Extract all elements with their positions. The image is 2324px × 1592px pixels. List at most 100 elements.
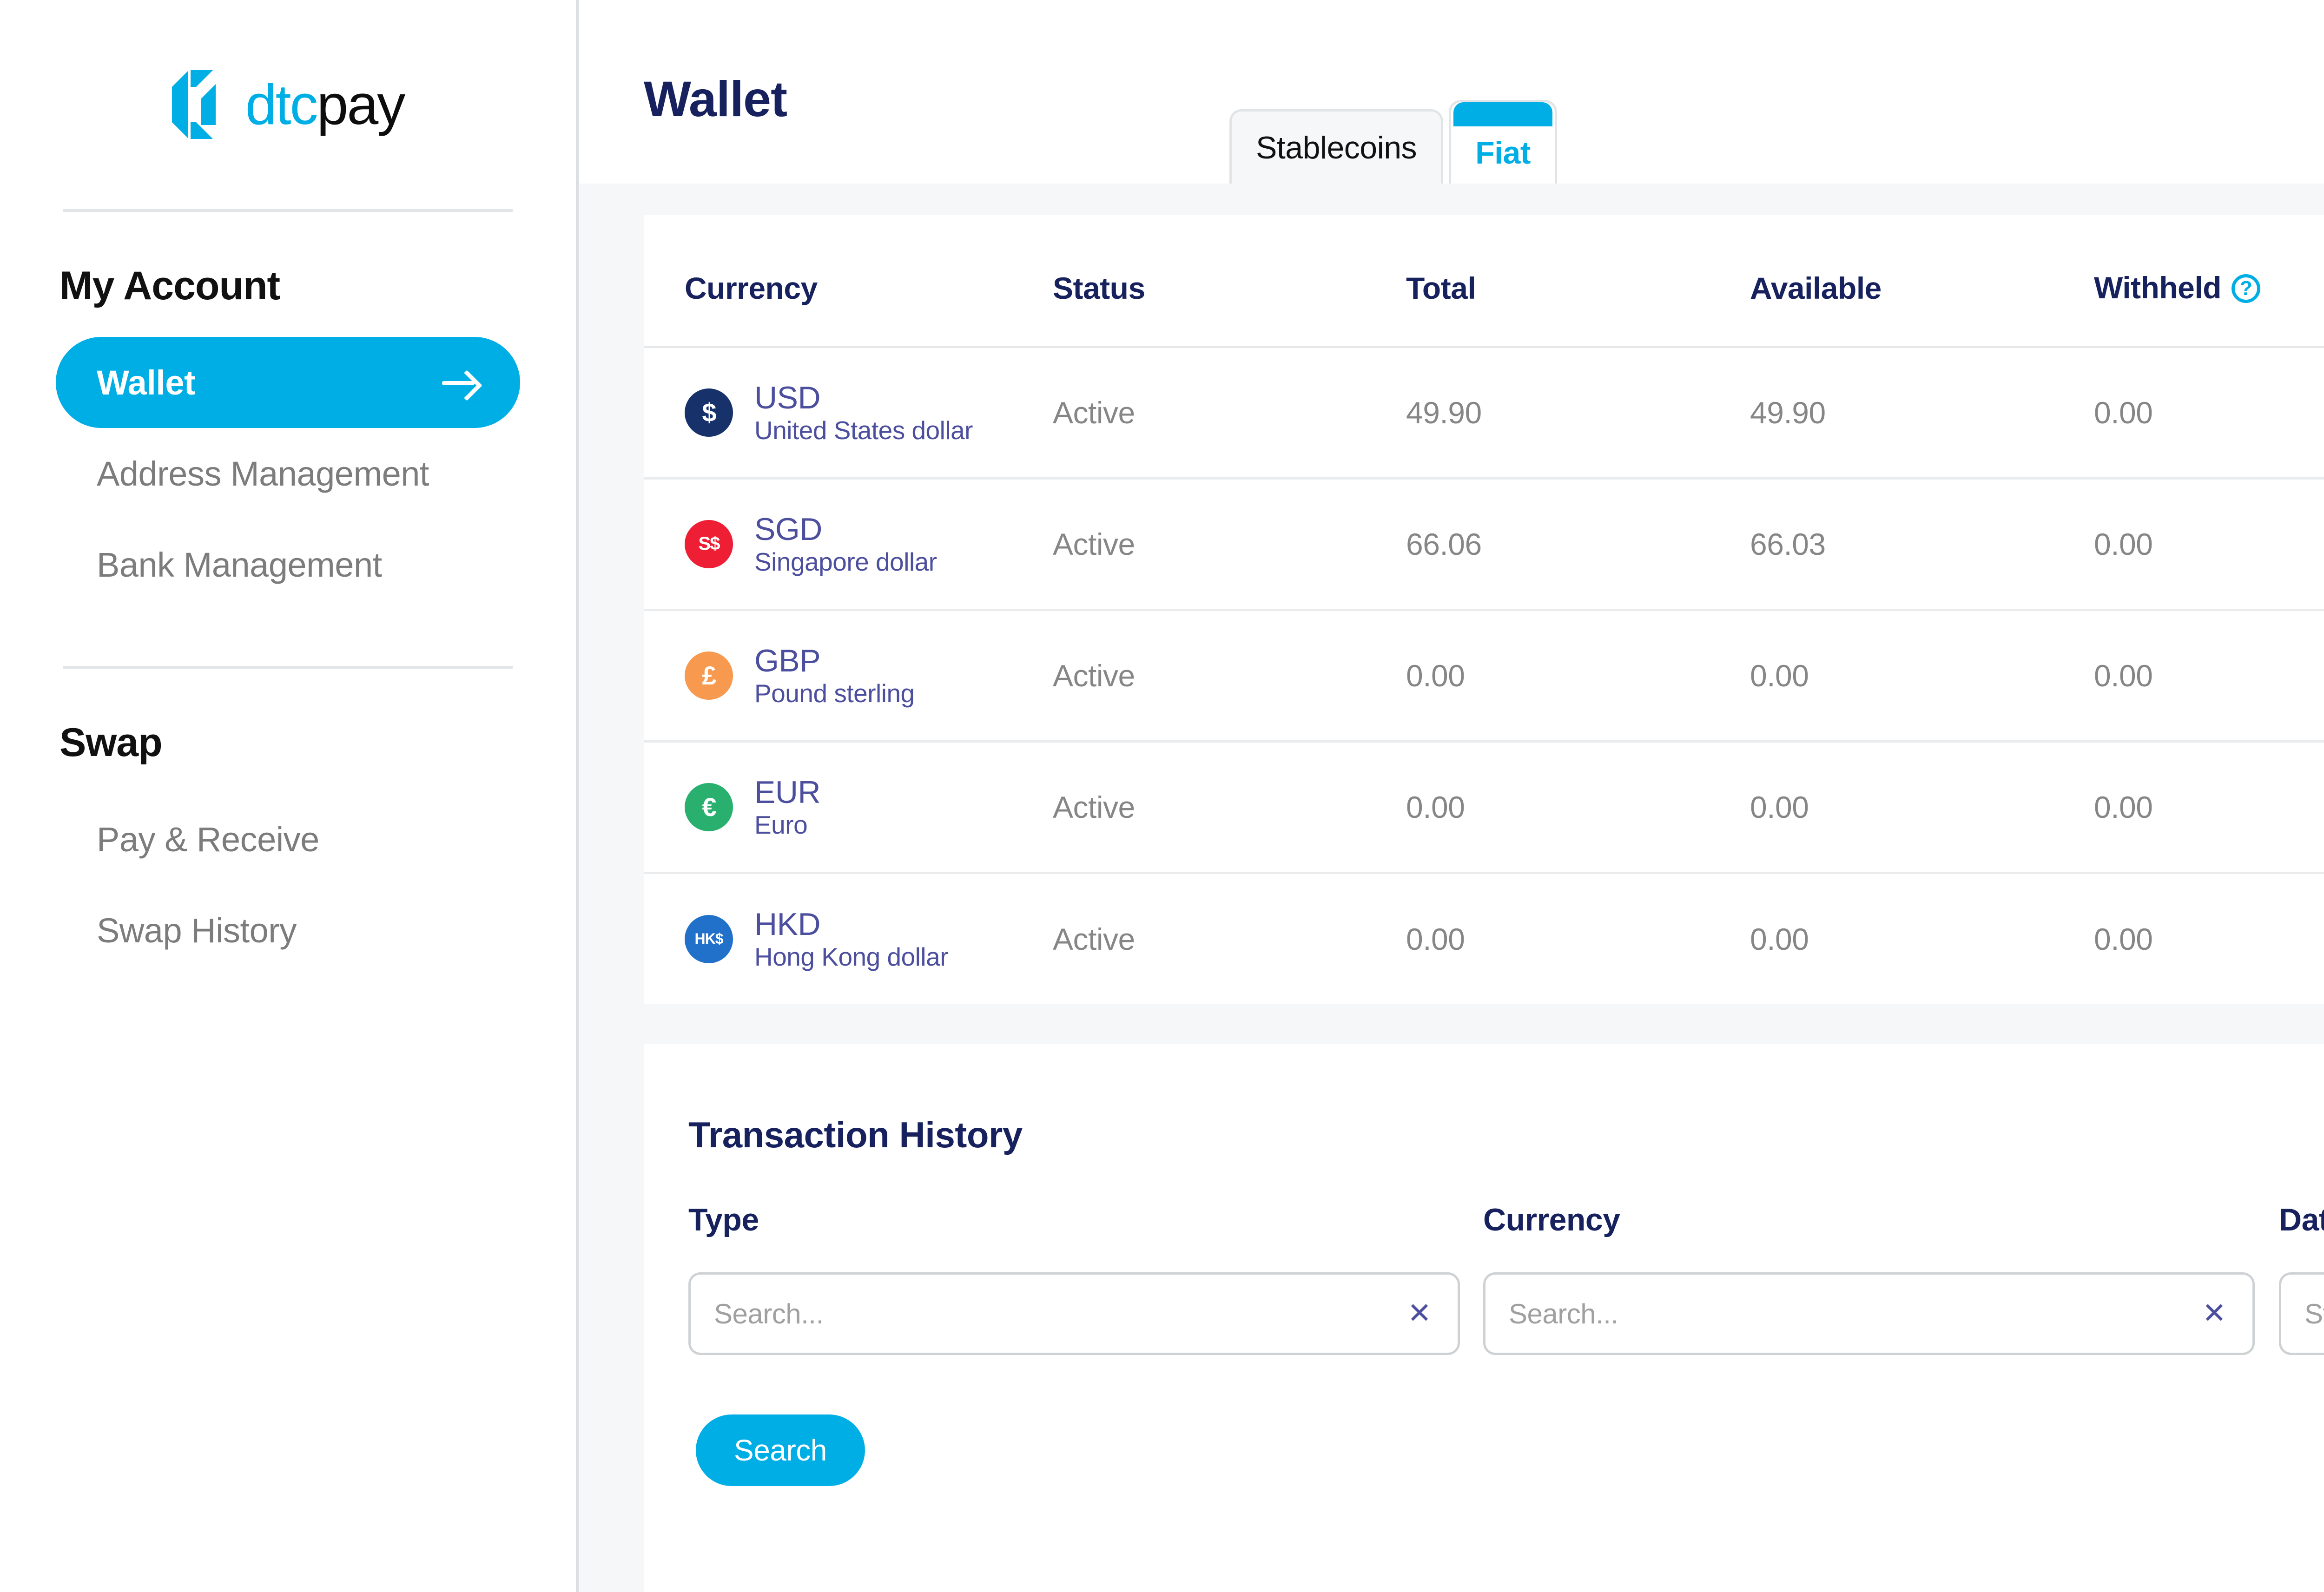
table-row: € EUR Euro Active 0.00 0.00 — [644, 741, 2324, 874]
cell-total: 49.90 — [1406, 347, 1750, 480]
currency-code: EUR — [754, 774, 821, 810]
type-search-input[interactable]: Search... ✕ — [688, 1272, 1460, 1355]
question-circle-icon[interactable]: ? — [2232, 274, 2261, 303]
column-header-withheld: Withheld? — [2094, 215, 2324, 348]
arrow-right-icon — [442, 370, 479, 395]
cell-withheld: 0.00 — [2094, 741, 2324, 874]
logo-text-primary: dtc — [245, 73, 318, 136]
currency-search-input[interactable]: Search... ✕ — [1483, 1272, 2255, 1355]
sidebar-item-label: Swap History — [97, 911, 297, 950]
sidebar-divider-middle — [63, 666, 513, 669]
clear-icon[interactable]: ✕ — [1407, 1297, 1432, 1330]
cell-available: 49.90 — [1750, 347, 2094, 480]
filter-currency-label: Currency — [1483, 1202, 1620, 1238]
currency-symbol: € — [702, 792, 716, 822]
cell-currency: £ GBP Pound sterling — [644, 610, 1053, 743]
transaction-history-title: Transaction History — [688, 1114, 1023, 1156]
wallet-table: Currency Status Total Available Withheld… — [644, 215, 2324, 1005]
filter-date-label: Date — [2279, 1202, 2324, 1238]
tab-stablecoins[interactable]: Stablecoins — [1229, 109, 1444, 184]
column-header-available: Available — [1750, 215, 2094, 348]
filter-type-label: Type — [688, 1202, 759, 1238]
cell-status: Active — [1053, 478, 1406, 611]
logo-text-secondary: pay — [317, 73, 406, 136]
sidebar-item-bank-management[interactable]: Bank Management — [56, 519, 520, 610]
start-date-input[interactable]: Start date — [2279, 1272, 2324, 1355]
filter-date: Date Start date End date ✕ — [2279, 1202, 2324, 1355]
cell-total: 0.00 — [1406, 610, 1750, 743]
currency-badge-usd: $ — [685, 388, 733, 437]
sidebar-nav-swap: Pay & Receive Swap History — [0, 766, 576, 976]
cell-total: 66.06 — [1406, 478, 1750, 611]
cell-status: Active — [1053, 741, 1406, 874]
currency-badge-hkd: HK$ — [685, 914, 733, 963]
currency-name: Euro — [754, 810, 808, 840]
dtcpay-hexagon-icon — [172, 69, 230, 140]
cell-withheld: 0.00 — [2094, 478, 2324, 611]
currency-code: USD — [754, 380, 821, 415]
currency-symbol: $ — [702, 398, 716, 428]
cell-available: 0.00 — [1750, 741, 2094, 874]
cell-status: Active — [1053, 610, 1406, 743]
currency-badge-eur: € — [685, 783, 733, 831]
sidebar-section-my-account: My Account — [59, 263, 280, 308]
wallet-table-head: Currency Status Total Available Withheld… — [644, 215, 2324, 348]
transaction-filters: Type Search... ✕ Currency Search... ✕ — [644, 1156, 2324, 1355]
cell-withheld: 0.00 — [2094, 347, 2324, 480]
currency-badge-gbp: £ — [685, 651, 733, 700]
currency-code: GBP — [754, 643, 821, 678]
cell-withheld: 0.00 — [2094, 873, 2324, 1005]
currency-badge-sgd: S$ — [685, 520, 733, 568]
brand-logo[interactable]: dtcpay — [0, 0, 576, 209]
content-area: Currency Status Total Available Withheld… — [579, 184, 2324, 1592]
type-search-placeholder: Search... — [714, 1298, 824, 1329]
cell-available: 0.00 — [1750, 610, 2094, 743]
transaction-history-card: Transaction History Type Search... ✕ Cur… — [644, 1044, 2324, 1592]
sidebar: dtcpay My Account Wallet Address Managem… — [0, 0, 579, 1592]
main-area: Wallet — [579, 0, 2324, 1592]
sidebar-item-label: Bank Management — [97, 545, 382, 584]
currency-symbol: S$ — [698, 533, 720, 554]
card-gap — [579, 1004, 2324, 1045]
column-header-total: Total — [1406, 215, 1750, 348]
column-header-status: Status — [1053, 215, 1406, 348]
date-range-row: Start date End date ✕ — [2279, 1272, 2324, 1355]
sidebar-section-swap: Swap — [59, 720, 163, 765]
currency-search-placeholder: Search... — [1509, 1298, 1618, 1329]
cell-currency: HK$ HKD Hong Kong dollar — [644, 873, 1053, 1004]
start-date-placeholder: Start date — [2304, 1298, 2324, 1329]
sidebar-item-label: Pay & Receive — [97, 820, 319, 859]
sidebar-item-label: Wallet — [97, 363, 196, 402]
top-bar: Wallet — [579, 0, 2324, 184]
currency-symbol: HK$ — [694, 930, 723, 947]
tab-label: Stablecoins — [1256, 130, 1417, 165]
cell-available: 66.03 — [1750, 478, 2094, 611]
search-button[interactable]: Search — [696, 1414, 865, 1487]
sidebar-item-address-management[interactable]: Address Management — [56, 428, 520, 519]
cell-total: 0.00 — [1406, 741, 1750, 874]
column-header-currency: Currency — [644, 215, 1053, 348]
tab-fiat[interactable]: Fiat — [1449, 100, 1557, 184]
page-title: Wallet — [644, 71, 787, 127]
table-row: $ USD United States dollar Active 49.90 — [644, 347, 2324, 480]
cell-status: Active — [1053, 347, 1406, 480]
sidebar-item-swap-history[interactable]: Swap History — [56, 885, 520, 976]
sidebar-nav-my-account: Wallet Address Management Bank Managemen… — [0, 309, 576, 610]
wallet-card: Currency Status Total Available Withheld… — [644, 215, 2324, 1005]
currency-code: HKD — [754, 907, 821, 942]
currency-name: Singapore dollar — [754, 547, 937, 577]
wallet-tabs: Stablecoins Fiat — [1229, 100, 1557, 184]
currency-name: United States dollar — [754, 416, 973, 445]
table-row: HK$ HKD Hong Kong dollar Active 0.00 — [644, 873, 2324, 1005]
currency-name: Hong Kong dollar — [754, 942, 949, 972]
currency-symbol: £ — [702, 661, 716, 691]
cell-total: 0.00 — [1406, 921, 1465, 956]
tab-label: Fiat — [1475, 135, 1531, 171]
sidebar-divider-top — [63, 209, 513, 212]
cell-withheld: 0.00 — [2094, 610, 2324, 743]
sidebar-item-pay-and-receive[interactable]: Pay & Receive — [56, 794, 520, 885]
sidebar-item-wallet[interactable]: Wallet — [56, 337, 520, 428]
clear-icon[interactable]: ✕ — [2202, 1297, 2226, 1330]
cell-currency: € EUR Euro — [644, 741, 1053, 874]
